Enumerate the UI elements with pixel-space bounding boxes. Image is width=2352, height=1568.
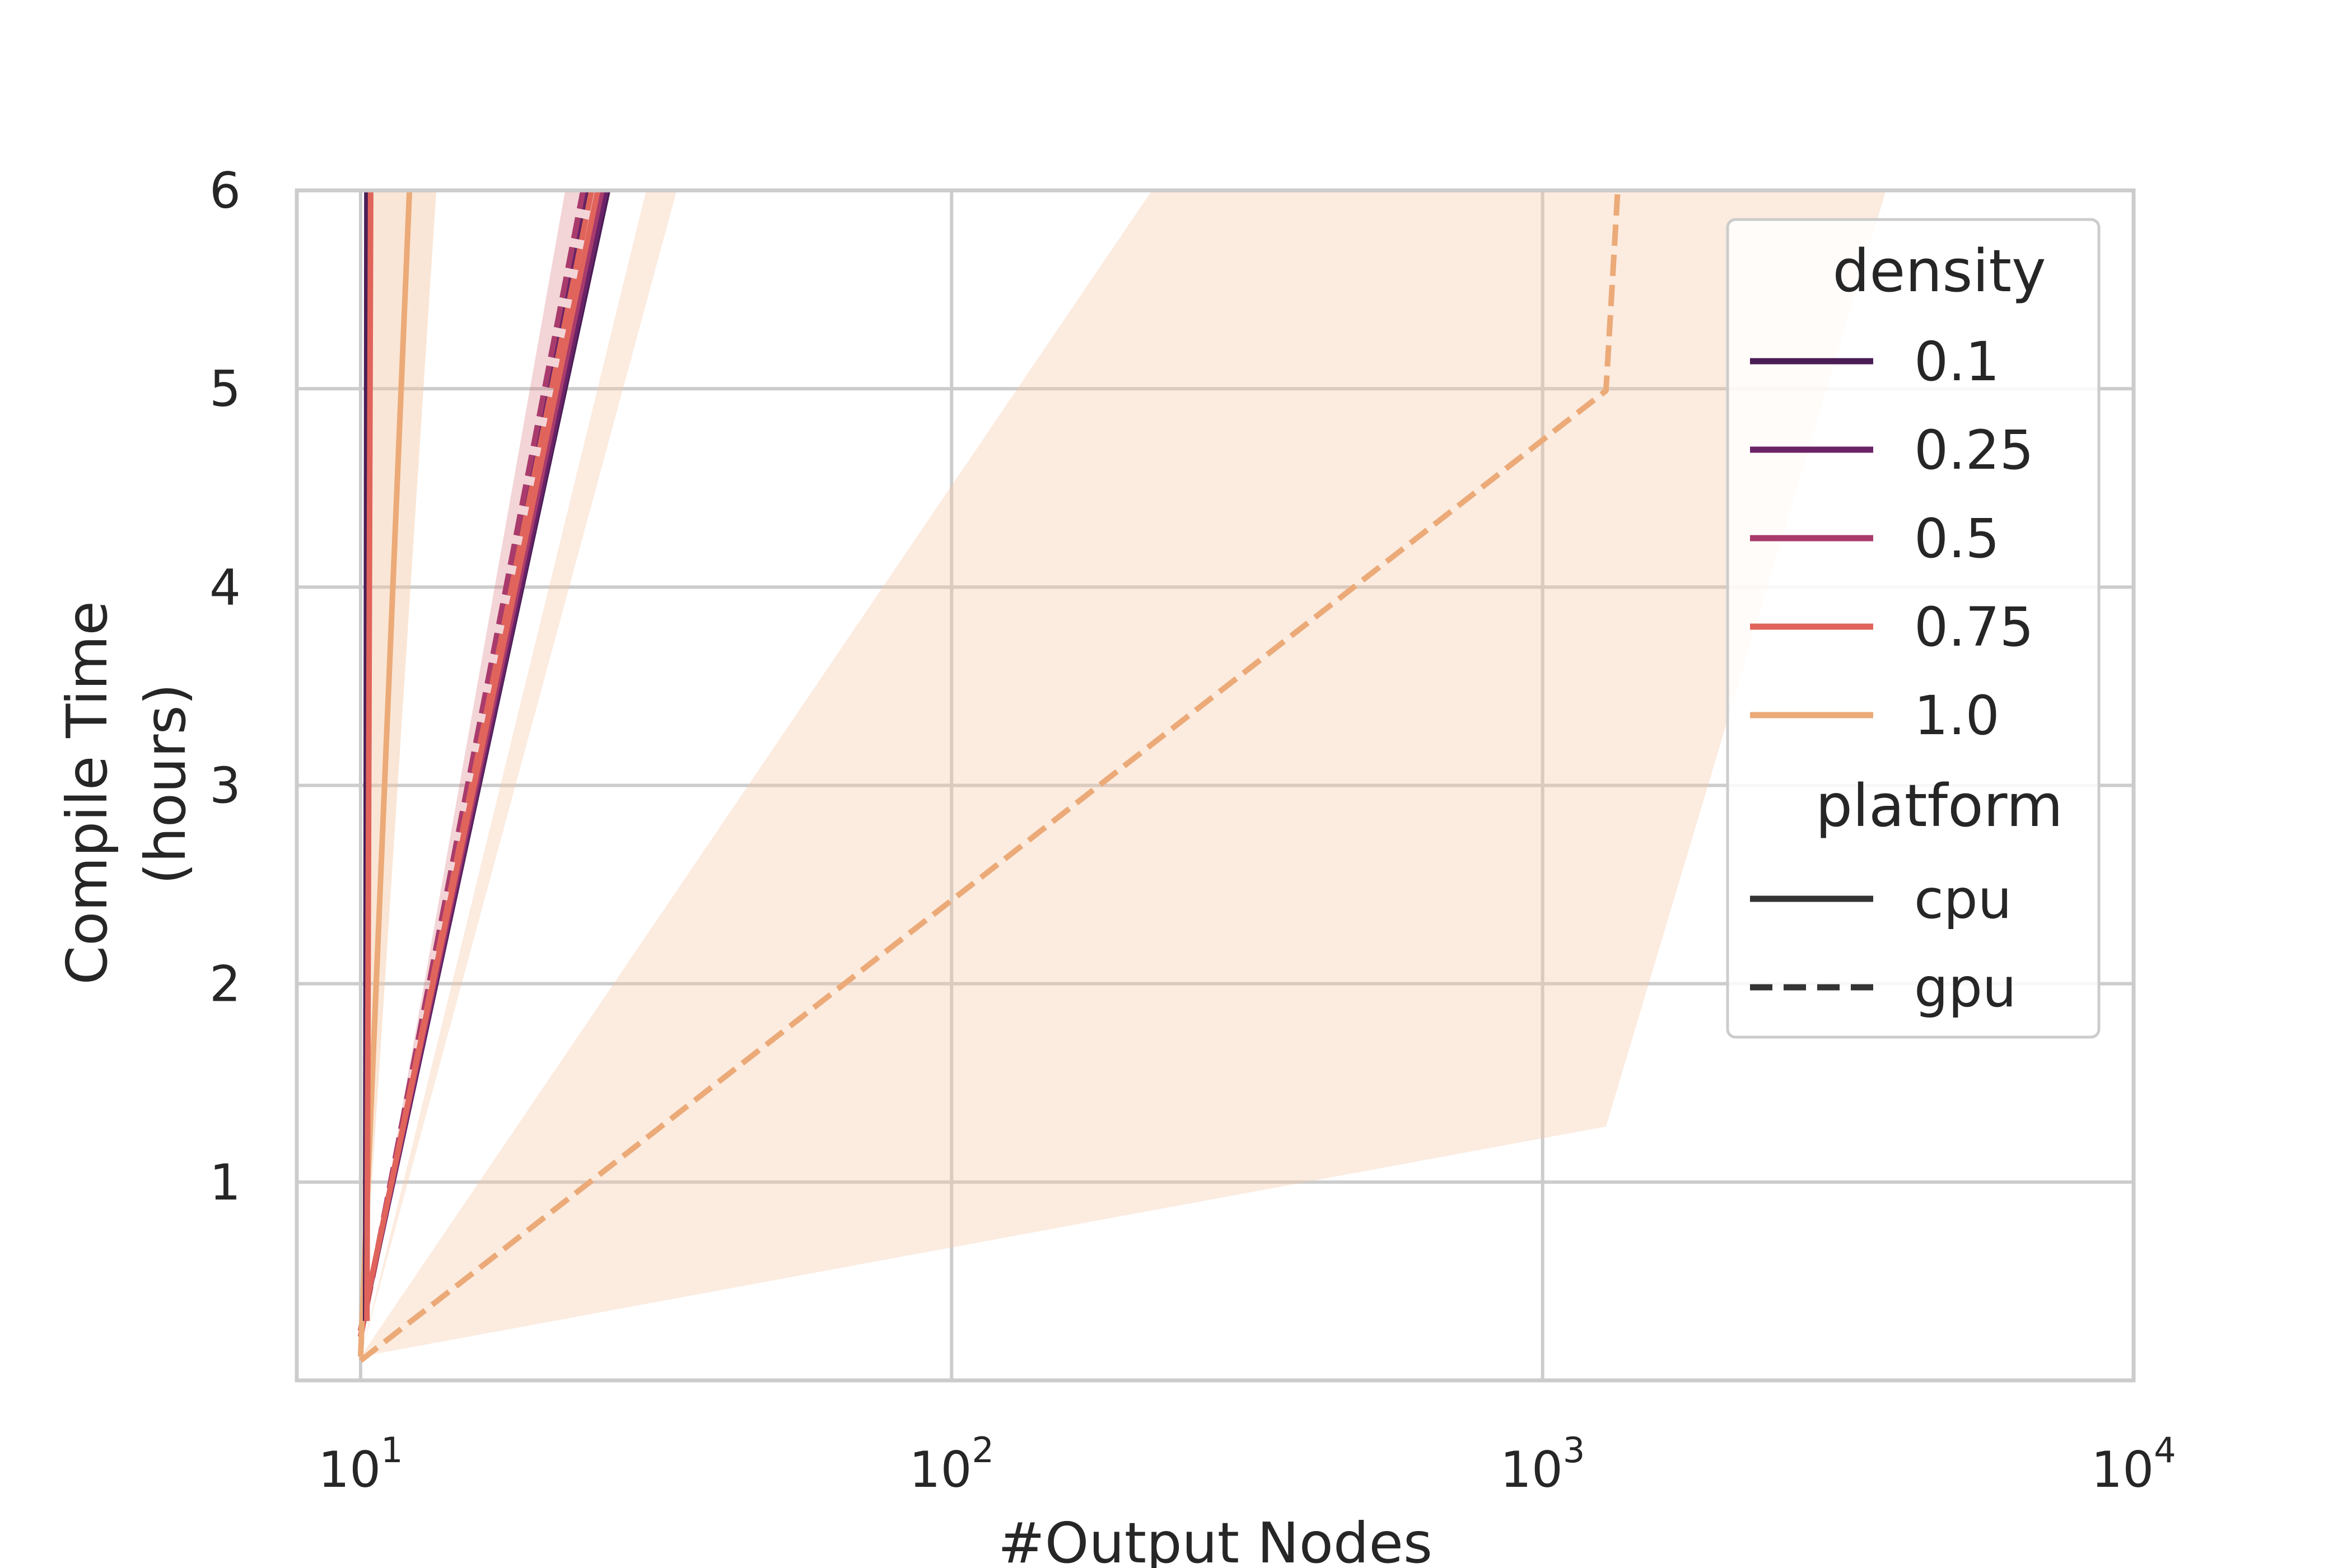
y-tick-labels: 1 2 3 4 5 6 bbox=[209, 162, 241, 1211]
y-tick-label-4: 5 bbox=[209, 360, 241, 418]
series-line-gpu-density-1_0-0 bbox=[358, 190, 1621, 1363]
legend-label-platform-gpu: gpu bbox=[1914, 956, 2017, 1019]
y-tick-label-1: 2 bbox=[209, 955, 241, 1013]
x-tick-base: 10 bbox=[2091, 1441, 2154, 1499]
confidence-band-2 bbox=[360, 190, 437, 1357]
legend-title-density: density bbox=[1832, 237, 2046, 305]
x-tick-label-0: 101 bbox=[318, 1430, 403, 1499]
y-tick-label-3: 4 bbox=[209, 558, 241, 616]
legend-label-density-3: 0.75 bbox=[1914, 596, 2034, 659]
y-tick-label-5: 6 bbox=[209, 162, 241, 220]
x-tick-exponent: 4 bbox=[2154, 1430, 2176, 1471]
x-tick-exponent: 1 bbox=[381, 1430, 403, 1471]
x-tick-label-1: 102 bbox=[909, 1430, 994, 1499]
legend-title-platform: platform bbox=[1816, 772, 2063, 840]
series-lines bbox=[357, 190, 1621, 1363]
x-tick-exponent: 3 bbox=[1563, 1430, 1585, 1471]
x-tick-base: 10 bbox=[909, 1441, 972, 1499]
x-tick-base: 10 bbox=[1500, 1441, 1563, 1499]
y-tick-label-2: 3 bbox=[209, 757, 241, 815]
series-line-cpu-density-0_75-11 bbox=[364, 190, 374, 1321]
x-tick-label-3: 104 bbox=[2091, 1430, 2176, 1499]
confidence-band-1 bbox=[360, 190, 677, 1357]
confidence-bands bbox=[360, 190, 1886, 1357]
series-line-cpu-density-0_75-8 bbox=[358, 190, 601, 1332]
legend-label-platform-cpu: cpu bbox=[1914, 868, 2012, 931]
y-axis-title-line-2: (hours) bbox=[133, 683, 198, 884]
x-tick-labels: 101 102 103 104 bbox=[318, 1430, 2176, 1499]
legend-label-density-1: 0.25 bbox=[1914, 419, 2034, 482]
legend-box bbox=[1726, 218, 2101, 1039]
legend-density-items: 0.1 0.25 0.5 0.75 1.0 bbox=[1750, 330, 2034, 747]
x-axis-title: #Output Nodes bbox=[998, 1510, 1432, 1568]
confidence-band-0 bbox=[360, 190, 1886, 1357]
legend-platform-items: cpu gpu bbox=[1750, 868, 2017, 1019]
legend-label-density-0: 0.1 bbox=[1914, 330, 2000, 393]
y-axis-title-line-1: Compile Time bbox=[54, 601, 120, 985]
x-tick-label-2: 103 bbox=[1500, 1430, 1585, 1499]
y-axis-title: Compile Time (hours) bbox=[54, 583, 198, 984]
legend: density 0.1 0.25 0.5 0.75 1.0 platform cpu gp… bbox=[1726, 218, 2101, 1039]
legend-label-density-2: 0.5 bbox=[1914, 507, 2000, 570]
legend-label-density-4: 1.0 bbox=[1914, 684, 2000, 747]
y-tick-label-0: 1 bbox=[209, 1154, 241, 1211]
plot-frame bbox=[295, 188, 2136, 1383]
x-tick-exponent: 2 bbox=[972, 1430, 994, 1471]
x-tick-base: 10 bbox=[318, 1441, 381, 1499]
